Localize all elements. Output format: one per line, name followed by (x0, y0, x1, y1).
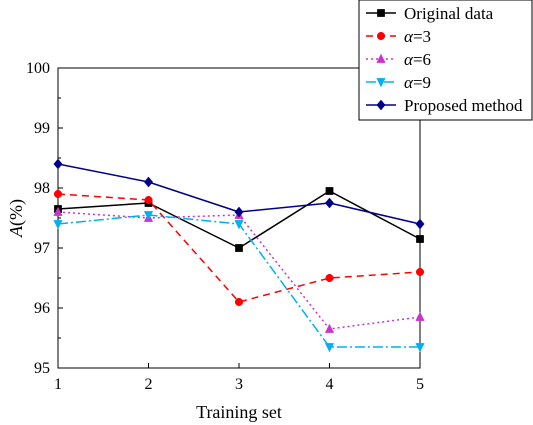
series-4 (53, 158, 425, 230)
legend-marker (376, 99, 386, 111)
data-point (53, 220, 63, 230)
data-point (415, 218, 425, 230)
data-point (144, 195, 153, 205)
x-tick-label: 2 (145, 376, 153, 393)
legend-entry: α=6 (366, 50, 431, 69)
data-point (53, 206, 63, 216)
legend-entry: α=9 (366, 73, 431, 92)
data-point (324, 343, 335, 353)
x-tick-label: 3 (235, 376, 243, 393)
series-line (57, 193, 421, 303)
y-tick-label: 99 (34, 120, 50, 137)
legend-entry: Original data (366, 4, 494, 23)
x-axis-label: Training set (196, 402, 282, 422)
legend-label: α=9 (404, 73, 431, 92)
data-point (415, 343, 425, 353)
data-point (324, 323, 335, 333)
data-point (234, 206, 244, 218)
data-point (325, 273, 334, 283)
series-layer (53, 158, 425, 353)
y-tick-label: 95 (34, 360, 50, 377)
data-point (416, 235, 424, 243)
y-tick-label: 100 (26, 60, 50, 77)
legend-marker (377, 9, 385, 17)
data-point (234, 297, 244, 307)
legend-entry: α=3 (366, 27, 431, 46)
y-tick-label: 96 (34, 300, 50, 317)
legend-label: α=6 (404, 50, 431, 69)
legend-label: Proposed method (404, 96, 523, 115)
legend: Original data α=3 α=6 α=9 Proposed method (358, 0, 533, 121)
legend-marker (376, 53, 386, 63)
x-tick-label: 1 (54, 376, 62, 393)
x-tick-label: 5 (416, 376, 424, 393)
data-point (143, 176, 154, 188)
y-axis-label: A(%) (6, 199, 27, 238)
data-point (53, 158, 63, 170)
series-3 (53, 211, 425, 353)
legend-label: Original data (404, 4, 494, 23)
data-point (53, 189, 63, 199)
legend-box (358, 0, 533, 121)
axis-ticks: 1 2 3 4 5 95 96 97 98 99 100 (26, 60, 424, 393)
data-point (234, 220, 244, 230)
data-point (143, 211, 154, 221)
y-tick-label: 98 (34, 180, 50, 197)
legend-marker (376, 31, 386, 41)
data-point (415, 311, 425, 321)
data-point (415, 267, 425, 277)
series-line (57, 214, 420, 348)
legend-entry: Proposed method (366, 96, 523, 115)
series-line (57, 190, 421, 249)
data-point (324, 197, 335, 209)
x-tick-label: 4 (326, 376, 334, 393)
legend-label: α=3 (404, 27, 431, 46)
data-point (325, 187, 334, 195)
series-1 (53, 189, 425, 307)
data-point (235, 244, 243, 252)
series-line (57, 211, 421, 330)
legend-marker (376, 78, 386, 88)
y-tick-label: 97 (34, 240, 50, 257)
